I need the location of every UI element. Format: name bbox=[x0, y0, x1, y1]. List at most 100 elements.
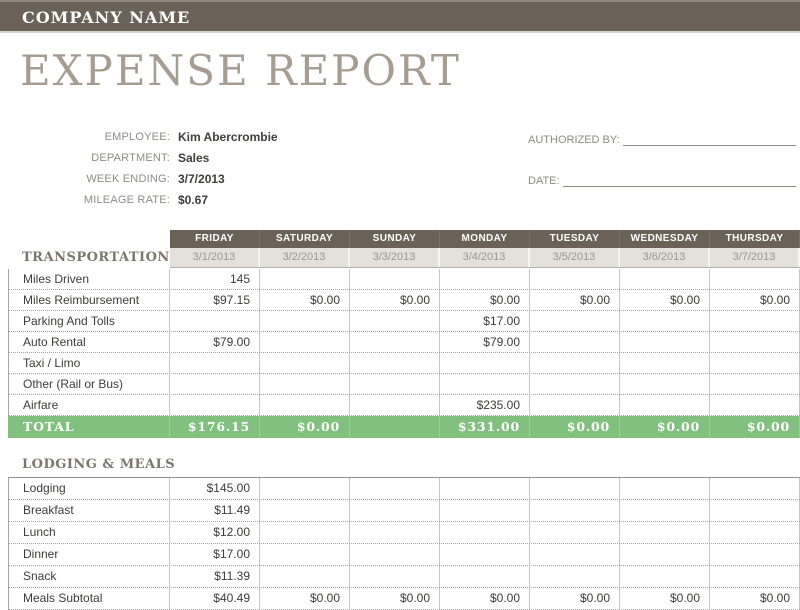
value-cell[interactable]: $97.15 bbox=[170, 290, 260, 310]
value-cell[interactable] bbox=[350, 311, 440, 331]
value-cell[interactable]: $0.00 bbox=[350, 588, 440, 609]
value-cell[interactable] bbox=[530, 522, 620, 543]
value-cell[interactable] bbox=[620, 544, 710, 565]
value-cell[interactable]: $17.00 bbox=[440, 311, 530, 331]
value-cell[interactable]: $12.00 bbox=[170, 522, 260, 543]
value-cell[interactable]: $79.00 bbox=[440, 332, 530, 352]
value-cell[interactable] bbox=[350, 522, 440, 543]
row-label-cell: Lodging bbox=[8, 478, 170, 499]
value-cell[interactable] bbox=[710, 374, 800, 394]
value-cell[interactable] bbox=[260, 311, 350, 331]
value-cell[interactable] bbox=[530, 395, 620, 415]
value-cell[interactable] bbox=[350, 500, 440, 521]
table-row: Taxi / Limo bbox=[8, 353, 800, 374]
value-cell[interactable] bbox=[710, 544, 800, 565]
value-cell[interactable] bbox=[350, 544, 440, 565]
value-cell[interactable] bbox=[260, 332, 350, 352]
date-line[interactable] bbox=[562, 172, 796, 187]
value-cell[interactable] bbox=[620, 500, 710, 521]
value-cell[interactable] bbox=[260, 395, 350, 415]
value-cell[interactable] bbox=[620, 566, 710, 587]
value-cell[interactable] bbox=[440, 500, 530, 521]
value-cell[interactable] bbox=[530, 544, 620, 565]
value-cell[interactable] bbox=[260, 353, 350, 373]
value-cell[interactable] bbox=[260, 522, 350, 543]
value-cell[interactable] bbox=[710, 395, 800, 415]
value-cell[interactable] bbox=[620, 478, 710, 499]
value-cell[interactable] bbox=[440, 522, 530, 543]
value-cell[interactable] bbox=[620, 395, 710, 415]
value-cell[interactable] bbox=[530, 478, 620, 499]
value-cell[interactable] bbox=[620, 374, 710, 394]
value-cell[interactable] bbox=[170, 311, 260, 331]
value-cell[interactable] bbox=[260, 374, 350, 394]
value-cell[interactable] bbox=[260, 500, 350, 521]
value-cell[interactable]: $11.39 bbox=[170, 566, 260, 587]
value-cell[interactable] bbox=[440, 566, 530, 587]
value-cell[interactable] bbox=[170, 353, 260, 373]
value-cell[interactable] bbox=[530, 269, 620, 289]
value-cell[interactable] bbox=[530, 311, 620, 331]
value-cell[interactable] bbox=[170, 374, 260, 394]
week-ending-value[interactable]: 3/7/2013 bbox=[178, 171, 225, 186]
value-cell[interactable] bbox=[350, 566, 440, 587]
value-cell[interactable] bbox=[530, 374, 620, 394]
value-cell[interactable]: $235.00 bbox=[440, 395, 530, 415]
value-cell[interactable] bbox=[710, 269, 800, 289]
value-cell[interactable] bbox=[530, 353, 620, 373]
value-cell[interactable]: $0.00 bbox=[620, 588, 710, 609]
value-cell[interactable] bbox=[620, 311, 710, 331]
value-cell[interactable] bbox=[440, 353, 530, 373]
value-cell[interactable] bbox=[620, 353, 710, 373]
department-value[interactable]: Sales bbox=[178, 150, 210, 165]
value-cell[interactable] bbox=[170, 395, 260, 415]
mileage-rate-value[interactable]: $0.67 bbox=[178, 192, 209, 207]
value-cell[interactable]: $0.00 bbox=[530, 290, 620, 310]
employee-value[interactable]: Kim Abercrombie bbox=[178, 129, 278, 144]
value-cell[interactable]: $0.00 bbox=[440, 290, 530, 310]
value-cell[interactable] bbox=[710, 353, 800, 373]
value-cell[interactable]: $11.49 bbox=[170, 500, 260, 521]
value-cell[interactable] bbox=[530, 332, 620, 352]
value-cell[interactable]: $40.49 bbox=[170, 588, 260, 609]
value-cell[interactable] bbox=[260, 269, 350, 289]
value-cell[interactable]: $0.00 bbox=[710, 588, 800, 609]
value-cell[interactable] bbox=[350, 374, 440, 394]
value-cell[interactable] bbox=[620, 332, 710, 352]
value-cell[interactable] bbox=[350, 478, 440, 499]
value-cell[interactable] bbox=[710, 478, 800, 499]
value-cell[interactable]: $0.00 bbox=[620, 290, 710, 310]
value-cell[interactable] bbox=[260, 566, 350, 587]
value-cell[interactable] bbox=[710, 566, 800, 587]
value-cell[interactable]: $0.00 bbox=[710, 290, 800, 310]
value-cell[interactable] bbox=[710, 500, 800, 521]
value-cell[interactable] bbox=[530, 566, 620, 587]
value-cell[interactable] bbox=[350, 332, 440, 352]
row-label-cell: Other (Rail or Bus) bbox=[8, 374, 170, 394]
value-cell[interactable]: $17.00 bbox=[170, 544, 260, 565]
value-cell[interactable]: $0.00 bbox=[440, 588, 530, 609]
value-cell[interactable]: $0.00 bbox=[350, 290, 440, 310]
value-cell[interactable] bbox=[710, 522, 800, 543]
value-cell[interactable] bbox=[620, 522, 710, 543]
value-cell[interactable] bbox=[260, 544, 350, 565]
value-cell[interactable]: $0.00 bbox=[260, 290, 350, 310]
value-cell[interactable] bbox=[350, 395, 440, 415]
value-cell[interactable] bbox=[440, 478, 530, 499]
value-cell[interactable]: 145 bbox=[170, 269, 260, 289]
value-cell[interactable] bbox=[530, 500, 620, 521]
value-cell[interactable]: $0.00 bbox=[530, 588, 620, 609]
value-cell[interactable] bbox=[440, 544, 530, 565]
authorized-by-line[interactable] bbox=[622, 131, 796, 146]
value-cell[interactable] bbox=[620, 269, 710, 289]
value-cell[interactable] bbox=[260, 478, 350, 499]
value-cell[interactable] bbox=[440, 269, 530, 289]
value-cell[interactable]: $145.00 bbox=[170, 478, 260, 499]
value-cell[interactable] bbox=[440, 374, 530, 394]
value-cell[interactable] bbox=[350, 269, 440, 289]
value-cell[interactable]: $0.00 bbox=[260, 588, 350, 609]
value-cell[interactable] bbox=[710, 332, 800, 352]
value-cell[interactable] bbox=[350, 353, 440, 373]
value-cell[interactable]: $79.00 bbox=[170, 332, 260, 352]
value-cell[interactable] bbox=[710, 311, 800, 331]
